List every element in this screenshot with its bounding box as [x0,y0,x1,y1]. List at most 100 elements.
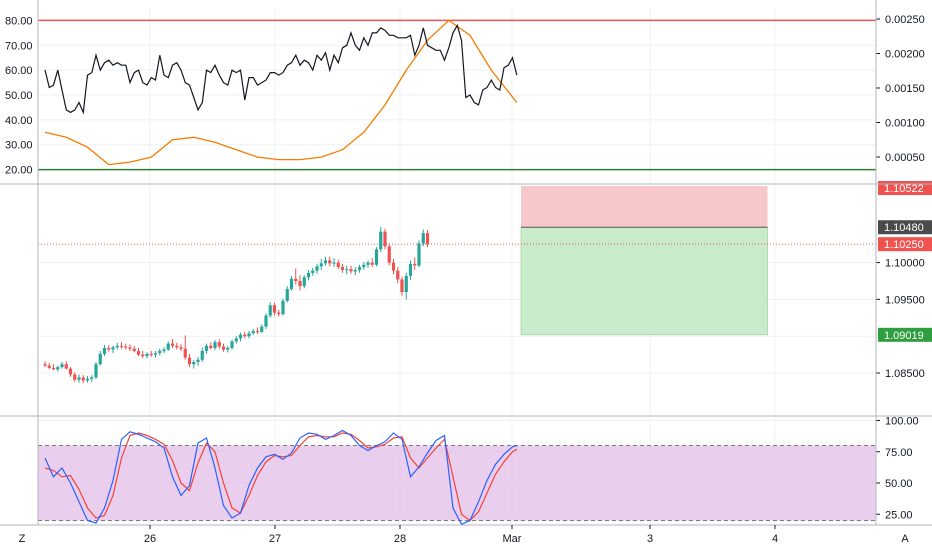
candle-body [213,342,217,348]
candle-body [47,365,51,368]
price-badge-target: 1.09019 [878,327,932,342]
rsi-right-axis: 0.00250 0.00200 0.00150 0.00100 0.00050 [876,14,925,164]
candle-body [357,266,362,270]
candle-body [102,347,107,354]
candle [43,361,47,368]
candle [285,286,289,303]
candle-body [141,354,145,357]
badge-box [878,327,932,342]
candle [141,350,145,359]
pane-separators [0,0,932,526]
candle [107,345,111,352]
candle-body [362,264,366,267]
candle [408,260,413,281]
candle-body [200,350,204,360]
rsi-levels [38,19,876,171]
rsi-left-axis: 80.00 70.00 60.00 50.00 40.00 30.00 20.00 [5,15,33,176]
candle-body [234,338,238,342]
candle-body [366,262,370,265]
candle [353,266,357,276]
stop-loss-zone [521,186,768,228]
candle [289,275,294,291]
candle-body [64,364,68,369]
candle-body [149,353,153,355]
candle-body [251,331,255,334]
candle [68,367,73,377]
candle [277,309,281,317]
rsi-ma-line [44,19,518,166]
candle-body [289,278,294,290]
zoom-corner-button[interactable]: Z [18,533,26,545]
candle [400,276,404,296]
stochastic-k-line [44,429,517,526]
candle-body [132,348,136,351]
candle-body [323,260,328,264]
candle [166,341,170,351]
rsi-right-tick: 0.00050 [885,152,925,164]
candle-body [260,326,264,332]
candle-body [319,263,323,267]
candle [64,361,68,370]
candle [132,345,136,353]
short-position-tool[interactable] [520,186,768,336]
candle-body [277,312,281,315]
stochastic-tick: 25.00 [885,509,913,521]
candle [230,339,234,350]
badge-box [878,220,932,235]
auto-scale-button[interactable]: A [901,533,909,545]
badge-label: 1.10522 [884,183,924,195]
take-profit-zone [520,226,768,336]
candle-body [408,264,413,276]
rsi-left-tick: 70.00 [5,40,33,52]
candle [128,344,132,351]
candle [404,272,408,300]
candle [332,258,336,267]
candles [43,227,430,384]
candle-body [56,367,60,370]
candle-body [243,334,247,337]
candle [362,261,366,270]
candle [396,266,400,284]
candle-body [187,357,192,365]
rsi-pane[interactable]: 80.00 70.00 60.00 50.00 40.00 30.00 20.00 0.00… [5,8,925,182]
candle [111,345,115,354]
candle-body [294,278,298,281]
candle-body [340,266,345,270]
stochastic-pane[interactable]: 100.00 75.00 50.00 25.00 [38,416,919,526]
candle-body [217,342,221,347]
rsi-right-tick: 0.00150 [885,83,925,95]
candle [328,256,332,267]
time-tick: 26 [144,533,156,545]
candle [170,339,175,348]
candle-body [98,353,102,365]
candle [323,256,328,266]
candle [268,302,272,318]
candle [115,342,119,350]
candle-body [315,266,319,271]
candle [315,264,319,274]
candle [234,336,238,344]
candle-body [332,262,336,264]
candle [149,350,153,357]
candle [238,332,243,342]
badge-label: 1.10480 [884,222,924,234]
price-badge-stop: 1.10522 [878,181,932,195]
candle-body [417,243,421,266]
candle [136,347,141,357]
candle [73,372,77,382]
candle-body [353,269,357,272]
candle [413,257,417,270]
candle [264,313,268,329]
candle-body [111,347,115,350]
candle-body [413,264,417,266]
candle-body [272,305,277,313]
candle-body [255,331,260,333]
time-axis[interactable]: 26 27 28 Mar 3 4 [144,525,778,545]
candle-body [221,346,226,350]
candle-body [90,377,94,379]
rsi-right-tick: 0.00200 [885,49,925,61]
candle-body [226,347,230,350]
badge-label: 1.09019 [884,330,924,342]
